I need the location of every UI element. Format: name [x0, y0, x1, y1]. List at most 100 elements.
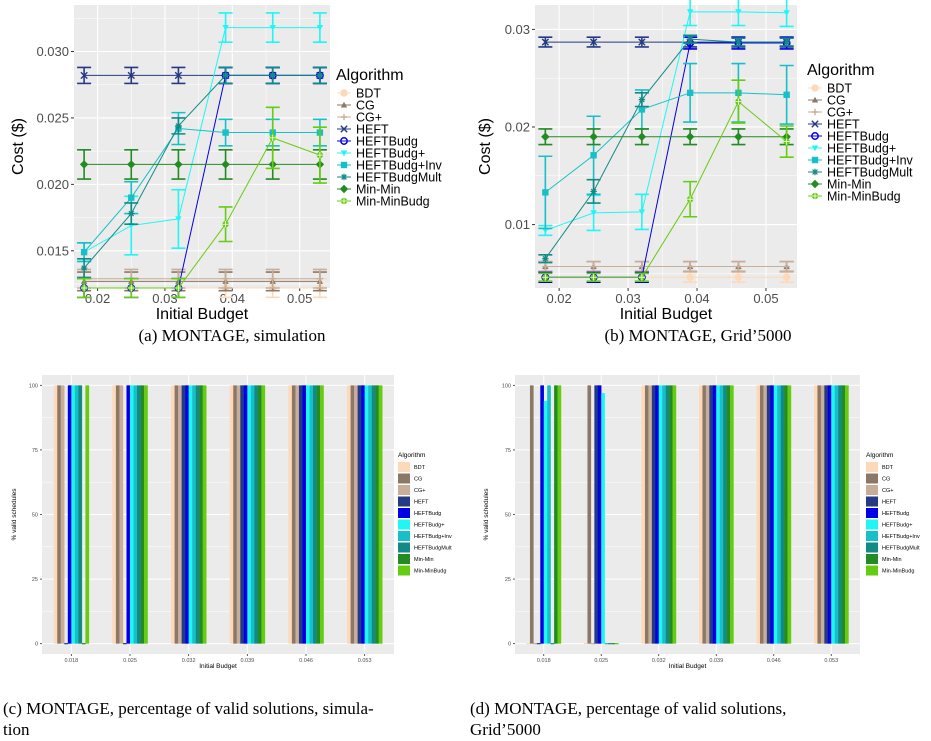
legend-item-heft: HEFT	[866, 496, 897, 507]
legend-label: CG+	[827, 106, 853, 120]
y-tick-label: 0.03	[505, 22, 530, 37]
data-point	[735, 38, 742, 46]
legend-key-marker	[811, 168, 819, 176]
legend-item-heftbudgplus: HEFTBudg+	[808, 142, 896, 156]
legend-item-bdt: BDT	[398, 462, 426, 472]
x-tick-label: 0.04	[684, 291, 709, 306]
legend-label: HEFTBudgMult	[356, 171, 442, 185]
bar	[756, 385, 761, 644]
y-tick-label: 75	[32, 448, 38, 454]
legend-label: HEFTBudg	[356, 135, 418, 149]
y-tick-label: 0.020	[36, 177, 69, 192]
data-point	[80, 71, 88, 80]
bar	[81, 643, 86, 645]
data-point	[128, 210, 135, 217]
legend-label: CG+	[356, 111, 382, 125]
bar	[309, 385, 314, 644]
y-axis-label: Cost ($)	[10, 118, 27, 175]
bar	[74, 385, 79, 644]
bar	[288, 385, 293, 644]
legend-item-cg: CG	[866, 473, 890, 484]
legend-key-marker	[811, 145, 819, 152]
y-tick-label: 100	[29, 383, 38, 389]
bar	[716, 385, 720, 644]
legend-label: HEFTBudg+Inv	[414, 534, 452, 540]
series-heft	[536, 385, 828, 645]
legend-label: Min-Min	[882, 557, 902, 563]
bar	[543, 400, 548, 644]
legend-item-heftbudgmult: HEFTBudgMult	[866, 542, 920, 553]
bar	[615, 643, 619, 645]
y-tick-label: 0.015	[36, 243, 69, 258]
data-point	[590, 188, 597, 195]
legend-label: HEFTBudg+Inv	[356, 159, 443, 173]
x-tick-label: 0.025	[123, 658, 137, 664]
bar	[705, 385, 710, 644]
bar	[357, 385, 362, 644]
legend-item-heft: HEFT	[808, 118, 860, 132]
data-point	[269, 25, 276, 31]
data-point	[589, 38, 598, 46]
bar	[236, 385, 241, 644]
legend-key-marker	[811, 132, 819, 140]
legend-key	[866, 565, 878, 576]
bar	[554, 385, 558, 644]
legend-key-marker	[340, 137, 348, 145]
legend-key	[866, 554, 878, 564]
legend-item-min-min: Min-Min	[337, 183, 400, 197]
legend-item-min-minbudg: Min-MinBudg	[866, 565, 914, 576]
data-point	[221, 160, 230, 169]
data-point	[686, 263, 694, 270]
legend-title: Algorithm	[336, 67, 404, 84]
series-cg	[57, 385, 355, 644]
x-tick-label: 0.018	[64, 658, 78, 664]
data-point	[783, 38, 790, 46]
bar	[597, 385, 602, 644]
legend-item-heftbudg: HEFTBudg	[808, 130, 889, 144]
data-point	[735, 9, 742, 16]
legend-key-marker	[340, 125, 348, 133]
data-point	[541, 132, 550, 141]
bar	[841, 385, 846, 644]
series-heft	[64, 385, 362, 645]
legend-key	[866, 508, 878, 518]
legend-item-heftbudg: HEFTBudg	[337, 135, 418, 149]
bar	[119, 385, 124, 644]
bar	[557, 385, 562, 644]
legend-item-cgplus: CG+	[398, 485, 425, 495]
x-tick-label: 0.05	[753, 291, 778, 306]
legend-label: HEFTBudgMult	[882, 546, 920, 552]
legend-key-marker	[811, 96, 819, 103]
data-point	[637, 132, 647, 141]
x-tick-label: 0.053	[358, 658, 372, 664]
bar	[533, 643, 538, 645]
bar	[648, 385, 653, 644]
bar	[709, 385, 713, 644]
bar	[651, 385, 656, 644]
legend-label: HEFTBudg+	[356, 147, 425, 161]
bar	[712, 385, 717, 644]
series-heftbudg	[67, 385, 365, 644]
bar	[316, 385, 321, 644]
series-min-min	[554, 385, 846, 645]
data-point	[686, 89, 694, 97]
legend-label: HEFTBudg	[414, 511, 441, 517]
legend: Algorithm BDT CG CG+ HEFT HEFTBudg HEFTBudg+ HE…	[398, 452, 452, 576]
legend-label: BDT	[827, 82, 852, 96]
legend-key	[398, 519, 410, 530]
data-point	[685, 132, 695, 141]
legend-title: Algorithm	[866, 452, 893, 459]
bar	[174, 385, 179, 644]
series-line-heftbudgplusinv	[83, 128, 320, 253]
y-tick-label: 0	[508, 642, 511, 648]
legend-key-marker	[340, 89, 348, 97]
legend-item-min-min: Min-Min	[398, 554, 434, 564]
legend-item-heftbudgplus: HEFTBudg+	[337, 147, 425, 161]
legend-key	[398, 542, 410, 553]
series-bdt	[53, 385, 351, 644]
legend-key	[866, 519, 878, 530]
data-point	[175, 216, 182, 223]
bar	[254, 385, 259, 644]
legend-key-marker-cross	[811, 192, 819, 200]
